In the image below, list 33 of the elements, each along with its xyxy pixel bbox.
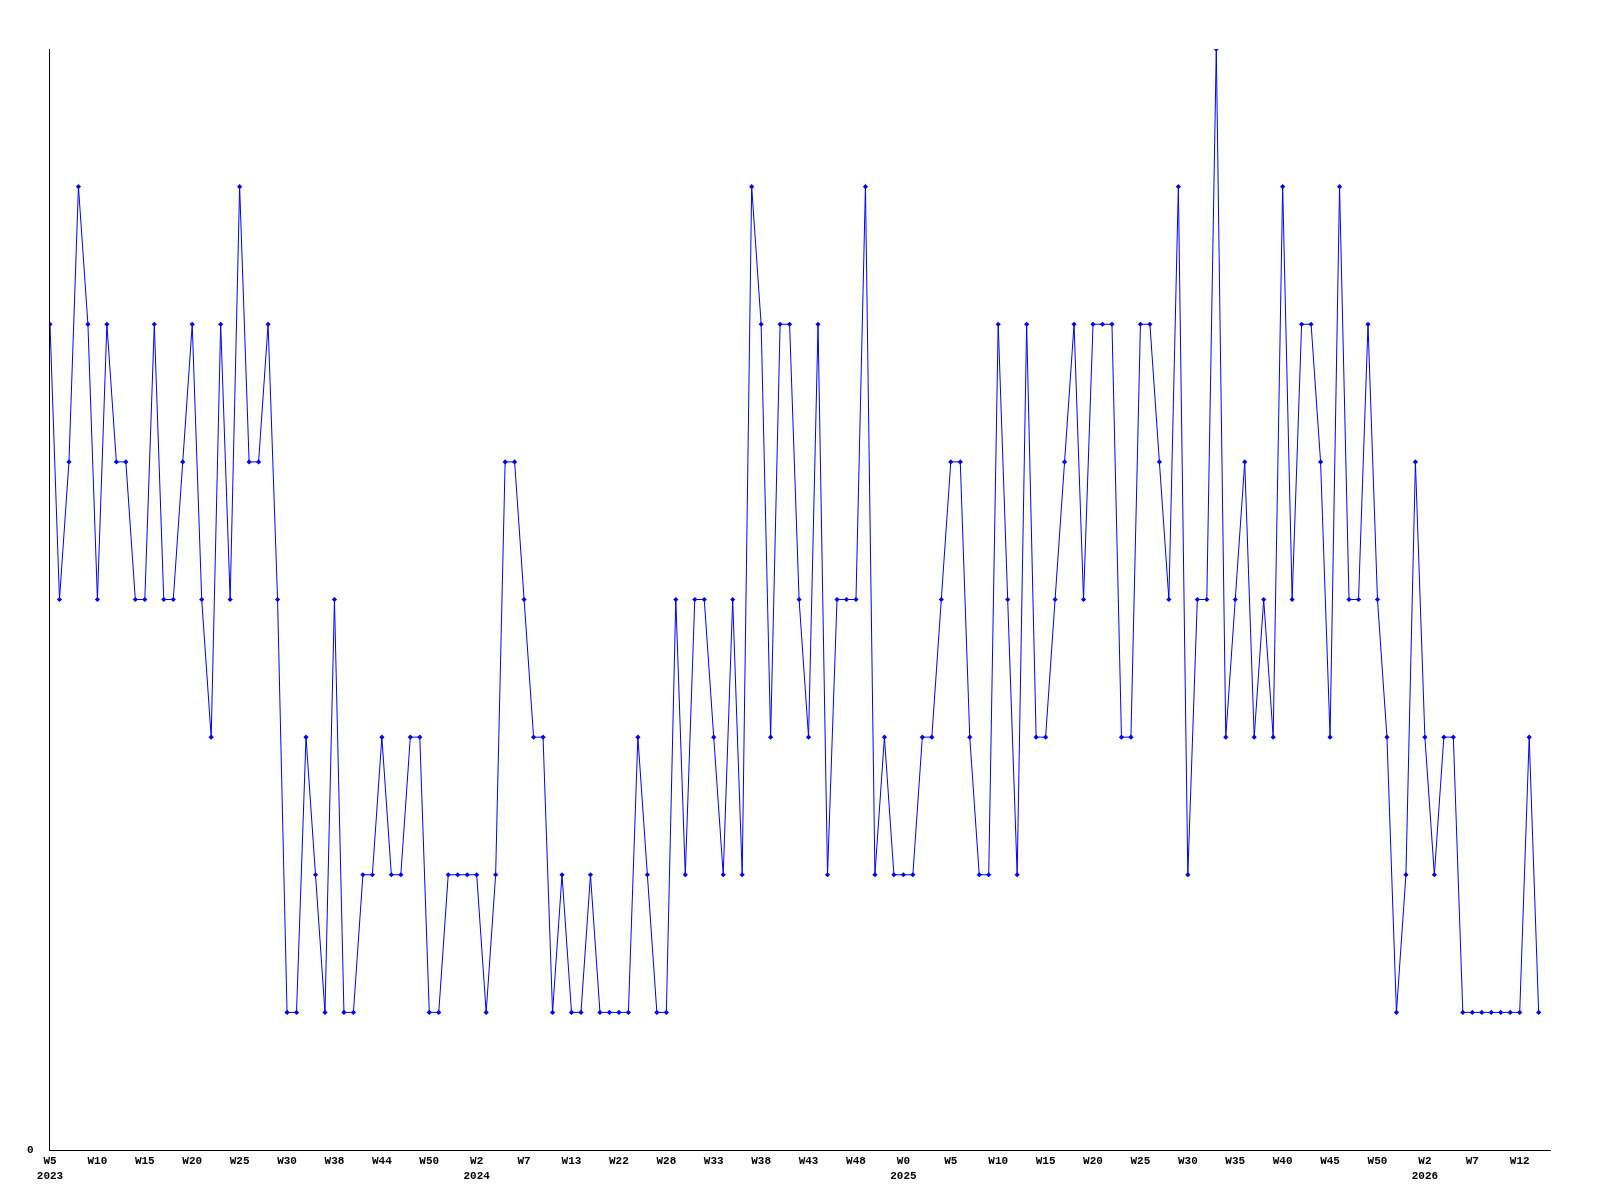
x-tick-label: W30 [1177, 1155, 1198, 1168]
x-tick-label: W45 [1320, 1155, 1341, 1168]
x-tick-label: W22 [609, 1155, 629, 1168]
x-tick-label: W33 [703, 1155, 725, 1168]
x-tick-label: W10 [87, 1155, 108, 1168]
x-tick-label: W20 [182, 1155, 203, 1168]
x-tick-label: W25 [229, 1155, 250, 1168]
x-tick-label: W50 [1367, 1155, 1388, 1168]
x-tick-label: W2 2026 [1411, 1155, 1439, 1182]
x-tick-label: W30 [277, 1155, 297, 1168]
x-tick-label: W38 [751, 1155, 772, 1168]
text: 0 [27, 1144, 34, 1156]
x-tick-label: W48 [846, 1155, 867, 1168]
x-tick-label: W13 [561, 1155, 582, 1168]
x-tick-label: W7 [517, 1155, 531, 1168]
x-tick-label: W15 [134, 1155, 156, 1168]
x-tick-label: W50 [419, 1155, 440, 1168]
x-tick-label: W5 2023 [36, 1155, 64, 1182]
x-tick-label: W10 [988, 1155, 1009, 1168]
x-tick-label: W20 [1083, 1155, 1103, 1168]
x-tick-label: W12 [1509, 1155, 1530, 1168]
x-tick-label: W40 [1272, 1155, 1293, 1168]
x-tick-label: W15 [1035, 1155, 1056, 1168]
x-tick-label: W28 [656, 1155, 677, 1168]
x-tick-label: W35 [1225, 1155, 1246, 1168]
x-tick-label: W2 2024 [463, 1155, 491, 1182]
x-tick-label: W44 [371, 1155, 393, 1168]
x-tick-label: W43 [798, 1155, 819, 1168]
x-tick-label: W0 2025 [890, 1155, 917, 1182]
x-tick-label: W38 [324, 1155, 345, 1168]
x-tick-label: W5 [944, 1155, 958, 1168]
x-tick-label: W7 [1465, 1155, 1479, 1168]
x-tick-label: W25 [1130, 1155, 1151, 1168]
